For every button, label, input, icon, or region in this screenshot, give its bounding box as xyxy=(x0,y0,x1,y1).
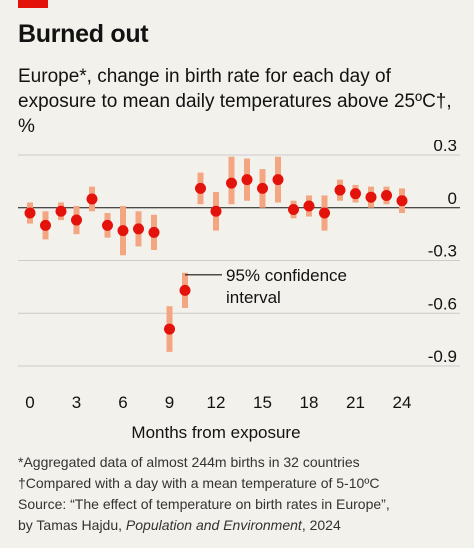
data-point xyxy=(319,207,330,219)
data-point xyxy=(288,204,299,216)
x-tick-label: 18 xyxy=(300,393,319,412)
annotation-text-line-1: 95% confidence xyxy=(226,266,347,285)
data-point xyxy=(195,182,206,194)
x-tick-label: 6 xyxy=(118,393,127,412)
data-point xyxy=(148,226,160,238)
data-point xyxy=(86,193,98,205)
x-tick-label: 0 xyxy=(25,393,34,412)
data-point xyxy=(71,214,82,226)
data-point xyxy=(117,225,129,237)
chart-svg: 0.3 0 -0.3 -0.6 -0.9 0 3 6 9 12 15 18 21 24 Months fro… xyxy=(18,140,460,442)
data-point xyxy=(350,188,361,200)
data-point xyxy=(396,195,408,207)
chart-headline: Burned out xyxy=(18,20,149,48)
y-tick-label: 0 xyxy=(448,189,457,208)
y-tick-label: -0.3 xyxy=(428,242,457,261)
footnote-line-1: *Aggregated data of almost 244m births i… xyxy=(18,454,360,470)
data-point xyxy=(102,219,113,231)
data-point xyxy=(210,205,222,217)
data-point xyxy=(241,174,253,186)
data-point xyxy=(55,205,67,217)
x-tick-label: 3 xyxy=(72,393,81,412)
footnote-line-4-suffix: , 2024 xyxy=(301,517,341,533)
x-tick-label: 15 xyxy=(253,393,272,412)
footnote-line-3: Source: “The effect of temperature on bi… xyxy=(18,496,390,512)
data-point xyxy=(303,200,315,212)
data-point xyxy=(133,223,144,235)
footnotes: *Aggregated data of almost 244m births i… xyxy=(18,452,468,536)
data-point xyxy=(334,184,346,196)
data-point xyxy=(179,284,191,296)
x-tick-label: 12 xyxy=(207,393,226,412)
footnote-line-4: by Tamas Hajdu, Population and Environme… xyxy=(18,515,468,536)
data-point xyxy=(381,189,392,201)
data-point xyxy=(365,191,377,203)
data-point xyxy=(257,182,268,194)
x-tick-label: 21 xyxy=(346,393,365,412)
data-point xyxy=(164,323,175,335)
annotation-text-line-2: interval xyxy=(226,288,281,307)
footnote-line-2: †Compared with a day with a mean tempera… xyxy=(18,475,380,491)
x-tick-label: 9 xyxy=(165,393,174,412)
data-point xyxy=(226,177,237,189)
x-axis-title: Months from exposure xyxy=(131,423,300,442)
x-tick-label: 24 xyxy=(393,393,412,412)
brand-tag xyxy=(18,0,48,8)
data-point xyxy=(40,219,51,231)
footnote-journal: Population and Environment xyxy=(125,517,302,533)
y-tick-label: -0.9 xyxy=(428,347,457,366)
chart-subtitle: Europe*, change in birth rate for each d… xyxy=(18,66,452,137)
data-point xyxy=(272,174,284,186)
y-tick-label: 0.3 xyxy=(433,140,457,155)
footnote-line-4-prefix: by Tamas Hajdu, xyxy=(18,517,126,533)
data-point xyxy=(24,207,36,219)
y-tick-label: -0.6 xyxy=(428,294,457,313)
